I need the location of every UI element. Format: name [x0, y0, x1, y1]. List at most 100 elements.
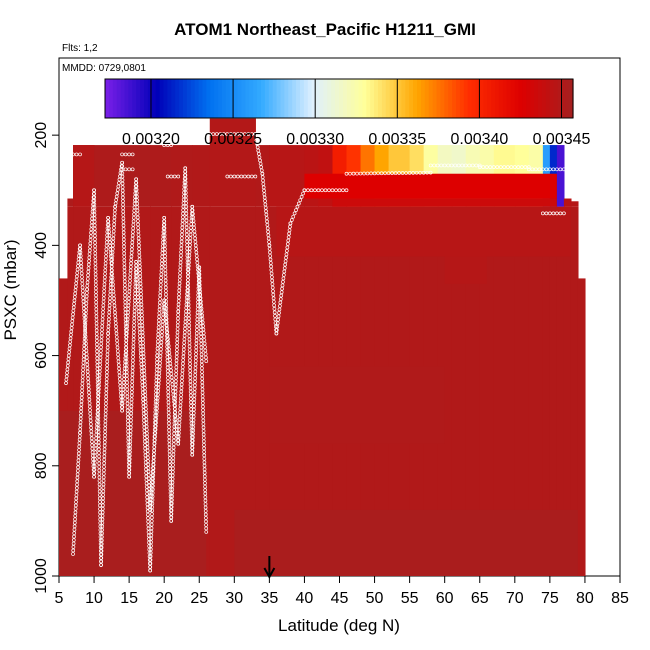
flight-track-point: [139, 309, 144, 314]
flight-track-point: [116, 356, 121, 360]
flight-track-point: [166, 340, 171, 345]
flight-track-point: [193, 380, 197, 384]
flight-track-point: [156, 332, 161, 337]
flight-track-point: [299, 195, 304, 199]
flight-track-point: [149, 519, 154, 524]
flight-track-point: [149, 529, 154, 534]
flight-track-point: [147, 494, 152, 498]
date-note: MMDD: 0729,0801: [62, 63, 146, 74]
flight-track-point: [92, 212, 97, 217]
flight-track-point: [163, 250, 167, 255]
flight-track-point: [202, 443, 206, 447]
flight-track-point: [155, 350, 160, 354]
flight-track-point: [180, 215, 185, 219]
flight-track-point: [158, 290, 163, 294]
flight-track-point: [105, 345, 110, 350]
flight-track-point: [131, 358, 135, 363]
flight-track-point: [128, 439, 133, 444]
colorbar-segment: [514, 79, 519, 118]
flight-track-point: [192, 390, 197, 395]
flight-track-point: [191, 428, 195, 433]
flight-track-point: [94, 436, 98, 441]
flight-track-point: [202, 334, 206, 339]
flight-track-point: [116, 363, 121, 367]
flight-track-point: [138, 274, 143, 279]
flight-track-point: [103, 422, 108, 427]
heatmap-cell: [556, 206, 565, 576]
flight-track-point: [71, 312, 75, 317]
flight-track-point: [218, 132, 223, 136]
flight-track-point: [144, 427, 149, 432]
flight-track-point: [127, 464, 132, 469]
flight-track-point: [175, 344, 179, 349]
flight-track-point: [104, 380, 109, 385]
flight-track-point: [183, 180, 188, 185]
flight-track-point: [175, 337, 180, 342]
flight-track-point: [201, 324, 205, 328]
flight-track-point: [180, 379, 184, 383]
flight-track-point: [105, 342, 110, 346]
flight-track-point: [88, 415, 93, 420]
flight-track-point: [285, 249, 289, 253]
flight-track-point: [92, 464, 97, 469]
flight-track-point: [162, 143, 167, 147]
flight-track-point: [81, 353, 86, 358]
flight-track-point: [97, 461, 102, 466]
flight-track-point: [86, 387, 91, 391]
flight-track-point: [344, 188, 349, 193]
flight-track-point: [181, 351, 186, 355]
flight-track-point: [127, 296, 131, 301]
flight-track-point: [195, 261, 200, 265]
flight-track-point: [185, 250, 190, 254]
flight-track-point: [152, 441, 157, 446]
flight-track-point: [139, 302, 144, 307]
flight-track-point: [85, 284, 90, 288]
flight-track-point: [112, 307, 117, 311]
flight-track-point: [76, 465, 80, 470]
flight-track-point: [202, 456, 207, 461]
flight-track-point: [190, 445, 195, 450]
flight-track-point: [126, 300, 131, 304]
flight-track-point: [102, 468, 106, 473]
heatmap-cell: [276, 206, 571, 257]
y-tick-label: 800: [33, 452, 50, 479]
flight-track-point: [110, 279, 115, 283]
colorbar-segment: [183, 79, 188, 118]
flight-track-point: [96, 433, 101, 438]
colorbar-segment: [249, 79, 254, 118]
flight-track-point: [259, 165, 264, 169]
flight-track-point: [93, 254, 98, 259]
flight-track-point: [279, 293, 284, 298]
flight-track-point: [330, 188, 335, 193]
flight-track-point: [107, 229, 111, 234]
flight-track-point: [260, 175, 265, 179]
colorbar-tick-label: 0.00340: [450, 131, 508, 148]
flight-track-point: [167, 449, 172, 454]
flight-track-point: [272, 303, 276, 308]
heatmap-cell: [451, 206, 467, 576]
flight-track-point: [156, 382, 161, 387]
flight-track-point: [168, 365, 173, 369]
flight-track-point: [523, 165, 528, 169]
colorbar-segment: [569, 79, 574, 118]
flight-track-point: [157, 318, 161, 323]
flight-track-point: [93, 443, 98, 448]
flight-track-point: [189, 424, 194, 429]
flight-track-point: [108, 240, 112, 245]
flight-track-point: [163, 254, 167, 258]
flight-track-point: [150, 515, 154, 520]
flight-track-point: [158, 283, 163, 287]
flight-track-point: [181, 197, 186, 202]
flight-track-point: [184, 222, 189, 226]
flight-track-point: [101, 471, 106, 476]
flight-track-point: [184, 201, 188, 206]
flight-track-point: [81, 364, 86, 369]
flight-track-point: [179, 386, 184, 390]
flight-track-point: [171, 389, 175, 394]
flight-track-point: [150, 501, 155, 506]
flight-track-point: [192, 400, 197, 405]
flight-track-point: [165, 351, 170, 356]
flight-track-point: [174, 365, 179, 370]
flight-track-point: [81, 292, 85, 297]
flight-track-point: [80, 388, 84, 393]
